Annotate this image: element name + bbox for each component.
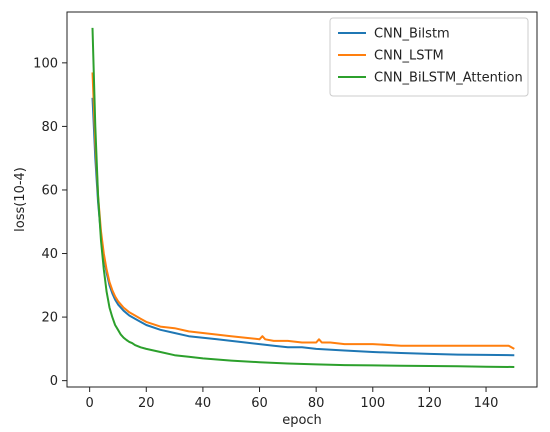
legend-box bbox=[329, 17, 529, 97]
x-tick-label: 20 bbox=[138, 396, 155, 411]
y-axis-label: loss(10-4) bbox=[13, 167, 28, 232]
x-tick-label: 60 bbox=[251, 396, 268, 411]
series-layer bbox=[91, 27, 515, 368]
y-tick-label: 60 bbox=[41, 183, 58, 198]
ticks-layer: 0 20 40 60 80 100 120 140 0 20 40 60 80 100 bbox=[33, 56, 498, 411]
x-tick-label: 0 bbox=[86, 396, 94, 411]
x-tick-label: 80 bbox=[308, 396, 325, 411]
x-axis-label: epoch bbox=[282, 413, 322, 428]
legend-label: CNN_BiLSTM_Attention bbox=[374, 71, 523, 86]
legend-label: CNN_Bilstm bbox=[374, 27, 450, 42]
x-tick-label: 40 bbox=[195, 396, 212, 411]
x-tick-label: 120 bbox=[417, 396, 442, 411]
x-tick-label: 140 bbox=[474, 396, 499, 411]
y-tick-label: 0 bbox=[50, 374, 58, 389]
y-tick-label: 20 bbox=[41, 311, 58, 326]
legend: CNN_Bilstm CNN_LSTM CNN_BiLSTM_Attention bbox=[329, 17, 529, 97]
y-tick-label: 80 bbox=[41, 120, 58, 135]
legend-label: CNN_LSTM bbox=[374, 49, 444, 64]
x-tick-label: 100 bbox=[360, 396, 385, 411]
series-line-1 bbox=[91, 97, 515, 357]
plot-frame bbox=[66, 11, 538, 388]
y-tick-label: 100 bbox=[33, 56, 58, 71]
series-line-2 bbox=[91, 72, 515, 350]
series-line-3 bbox=[91, 27, 515, 368]
y-tick-label: 40 bbox=[41, 247, 58, 262]
